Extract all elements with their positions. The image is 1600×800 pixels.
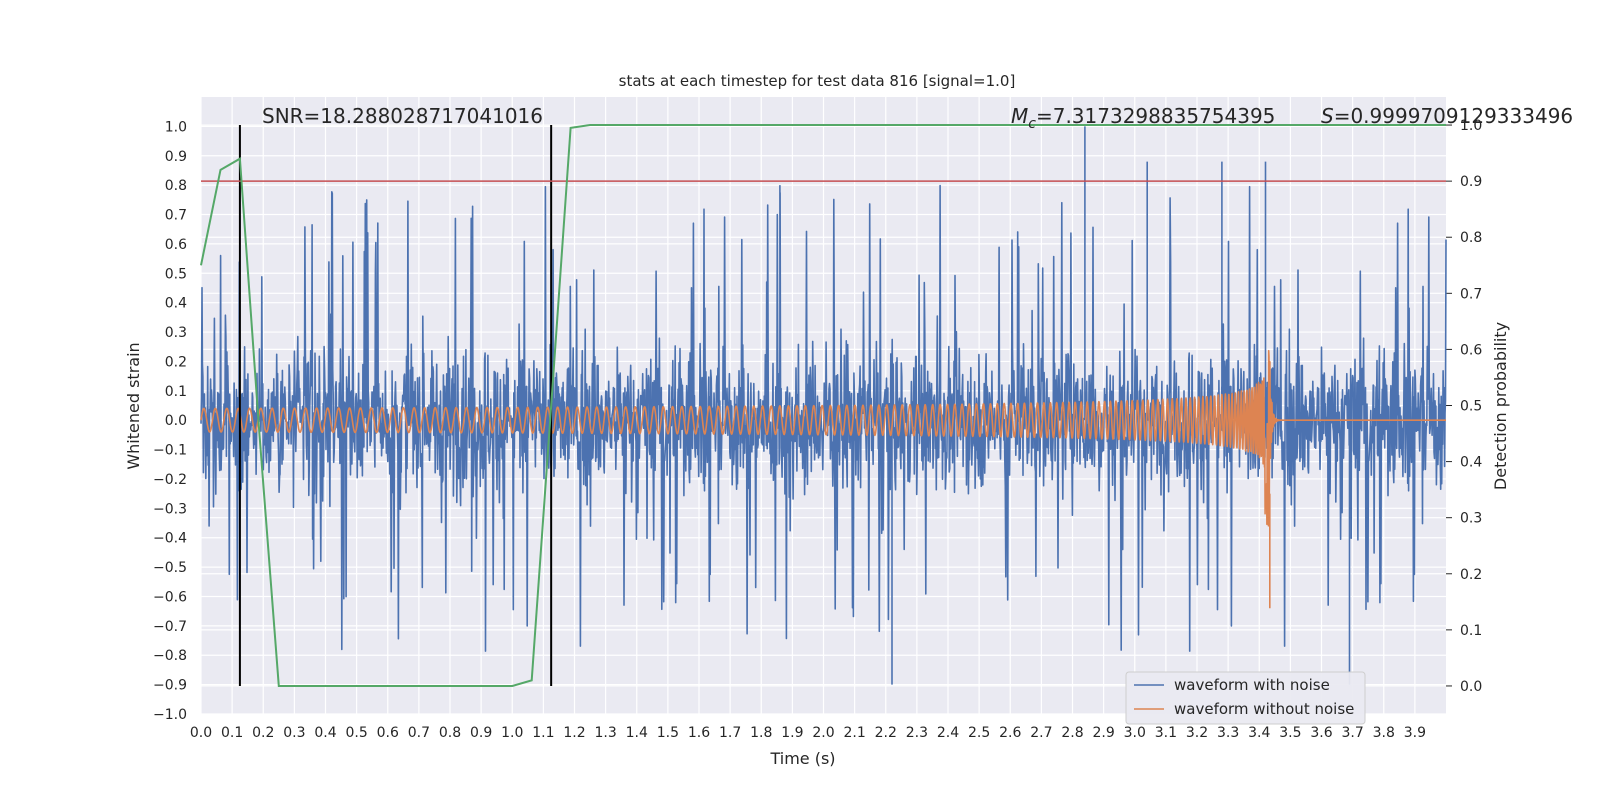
x-tick-label: 3.3: [1217, 725, 1239, 741]
y2-tick-label: 0.6: [1460, 342, 1482, 358]
x-tick-label: 0.7: [408, 725, 430, 741]
y2-tick-label: 0.2: [1460, 567, 1482, 583]
score-annotation: S=0.9999709129333496: [1321, 104, 1573, 128]
y-tick-label: 0.9: [165, 149, 187, 165]
x-tick-label: 2.9: [1092, 725, 1114, 741]
waveform-without-noise-line: [200, 349, 1447, 609]
x-tick-label: 1.9: [781, 725, 803, 741]
y2-tick-label: 0.9: [1460, 174, 1482, 190]
x-tick-label: 1.6: [688, 725, 710, 741]
y2-tick-label: 0.3: [1460, 511, 1482, 527]
y2-tick-label: 0.4: [1460, 455, 1482, 471]
legend-box: [1125, 671, 1366, 725]
chirp-mass-annotation: Mc=7.3173298835754395: [1011, 104, 1275, 132]
y-tick-label: −0.2: [153, 472, 187, 488]
x-tick-label: 0.0: [190, 725, 212, 741]
y-tick-label: −0.1: [153, 443, 187, 459]
x-tick-label: 3.8: [1373, 725, 1395, 741]
x-tick-label: 0.2: [252, 725, 274, 741]
detection-probability-line: [200, 124, 1446, 687]
y-tick-label: 0.4: [165, 296, 187, 312]
y-tick-label: 0.6: [165, 237, 187, 253]
x-tick-label: 1.5: [657, 725, 679, 741]
axis-labels: 0.0 0.1 0.2 0.3 0.4 0.5 0.6 0.7 0.8 0.9 1.0 1.1 1.2 1…: [153, 118, 1482, 741]
waveform-with-noise-series: [200, 126, 1447, 685]
y-tick-label: −0.9: [153, 678, 187, 694]
x-tick-label: 2.2: [875, 725, 897, 741]
y2-tick-label: 0.7: [1460, 286, 1482, 302]
x-tick-label: 2.5: [968, 725, 990, 741]
y-tick-label: 1.0: [165, 119, 187, 135]
x-tick-label: 1.0: [501, 725, 523, 741]
detection-probability-series: [200, 124, 1446, 687]
x-tick-label: 1.1: [532, 725, 554, 741]
x-tick-label: 3.6: [1310, 725, 1332, 741]
x-tick-label: 0.1: [221, 725, 243, 741]
y-tick-label: −0.7: [153, 619, 187, 635]
x-tick-label: 2.1: [843, 725, 865, 741]
x-tick-label: 3.7: [1341, 725, 1363, 741]
x-tick-label: 3.1: [1155, 725, 1177, 741]
x-tick-label: 1.7: [719, 725, 741, 741]
x-tick-label: 2.0: [812, 725, 834, 741]
x-tick-label: 2.3: [906, 725, 928, 741]
chart-title: stats at each timestep for test data 816…: [619, 72, 1016, 90]
x-tick-label: 0.6: [377, 725, 399, 741]
y2-tick-label: 1.0: [1460, 118, 1482, 134]
x-tick-label: 2.4: [937, 725, 959, 741]
y-tick-label: 0.2: [165, 354, 187, 370]
y2-tick-label: 0.5: [1460, 399, 1482, 415]
x-axis-label: Time (s): [769, 749, 835, 768]
x-tick-label: 3.2: [1186, 725, 1208, 741]
x-tick-label: 1.3: [594, 725, 616, 741]
y-tick-label: −0.4: [153, 531, 187, 547]
y2-tick-label: 0.1: [1460, 623, 1482, 639]
x-tick-label: 3.5: [1279, 725, 1301, 741]
y-tick-label: −0.3: [153, 501, 187, 517]
legend: waveform with noise waveform without noi…: [1125, 671, 1366, 725]
y-tick-label: −0.5: [153, 560, 187, 576]
x-tick-label: 2.8: [1061, 725, 1083, 741]
snr-annotation: SNR=18.288028717041016: [262, 104, 543, 128]
x-tick-label: 0.9: [470, 725, 492, 741]
y-tick-label: 0.8: [165, 178, 187, 194]
waveform-with-noise-line: [200, 126, 1447, 685]
y-axis-label: Whitened strain: [124, 342, 143, 469]
y2-tick-label: 0.0: [1460, 679, 1482, 695]
x-tick-label: 0.5: [345, 725, 367, 741]
y2-tick-label: 0.8: [1460, 230, 1482, 246]
x-tick-label: 3.9: [1404, 725, 1426, 741]
x-tick-label: 0.4: [314, 725, 336, 741]
y-tick-label: −0.8: [153, 648, 187, 664]
y-tick-label: 0.3: [165, 325, 187, 341]
legend-label-noise: waveform with noise: [1174, 676, 1330, 694]
y-tick-label: 0.0: [165, 413, 187, 429]
x-tick-label: 2.7: [1030, 725, 1052, 741]
waveform-without-noise-series: [200, 349, 1447, 609]
x-tick-label: 0.3: [283, 725, 305, 741]
y-tick-label: −1.0: [153, 707, 187, 723]
y2-axis-label: Detection probability: [1491, 322, 1510, 490]
legend-label-clean: waveform without noise: [1174, 700, 1354, 718]
y-tick-label: 0.7: [165, 208, 187, 224]
y-tick-label: 0.1: [165, 384, 187, 400]
x-tick-label: 1.8: [750, 725, 772, 741]
x-tick-label: 1.2: [563, 725, 585, 741]
y-tick-label: 0.5: [165, 266, 187, 282]
x-tick-label: 0.8: [439, 725, 461, 741]
x-tick-label: 2.6: [999, 725, 1021, 741]
x-tick-label: 3.4: [1248, 725, 1270, 741]
y-tick-label: −0.6: [153, 589, 187, 605]
x-tick-label: 3.0: [1124, 725, 1146, 741]
x-tick-label: 1.4: [626, 725, 648, 741]
